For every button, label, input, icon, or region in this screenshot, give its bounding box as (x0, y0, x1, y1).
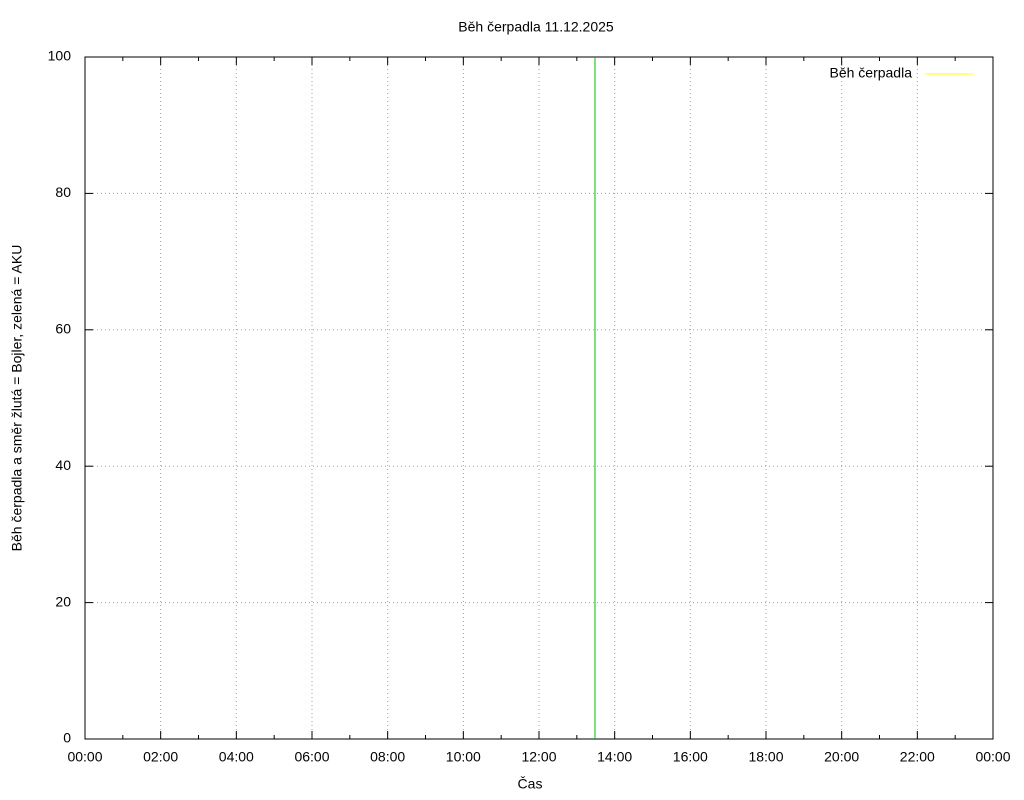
y-tick-label: 60 (55, 321, 71, 337)
y-tick-label: 20 (55, 593, 71, 609)
plot-frame (84, 56, 994, 740)
x-tick-label: 02:00 (143, 749, 178, 765)
x-tick-label: 00:00 (975, 749, 1010, 765)
legend-label: Běh čerpadla (829, 65, 912, 81)
x-tick-label: 20:00 (824, 749, 859, 765)
y-axis-label: Běh čerpadla a směr žlutá = Bojler, zele… (9, 245, 25, 552)
y-tick-label: 80 (55, 184, 71, 200)
x-tick-label: 04:00 (219, 749, 254, 765)
x-tick-label: 16:00 (673, 749, 708, 765)
x-tick-label: 22:00 (900, 749, 935, 765)
x-tick-label: 10:00 (446, 749, 481, 765)
chart-title: Běh čerpadla 11.12.2025 (458, 19, 614, 35)
x-axis-label: Čas (518, 776, 543, 792)
y-tick-label: 100 (48, 48, 72, 64)
x-tick-label: 00:00 (67, 749, 102, 765)
x-tick-label: 06:00 (294, 749, 329, 765)
x-tick-label: 14:00 (597, 749, 632, 765)
x-tick-label: 18:00 (748, 749, 783, 765)
y-tick-label: 0 (63, 730, 71, 746)
x-tick-label: 12:00 (521, 749, 556, 765)
y-tick-label: 40 (55, 457, 71, 473)
x-tick-label: 08:00 (370, 749, 405, 765)
